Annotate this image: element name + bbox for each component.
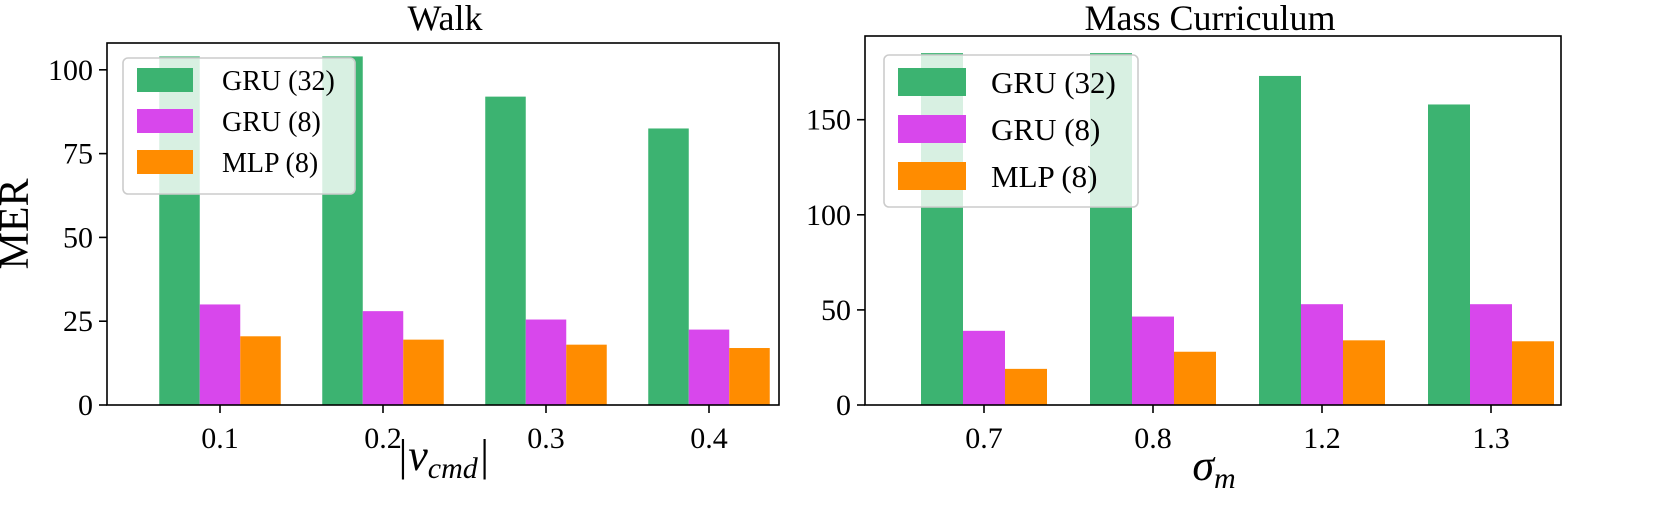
legend-swatch	[137, 68, 193, 92]
plot-frame	[106, 42, 780, 406]
legend-swatch	[898, 115, 966, 143]
legend-swatch	[898, 68, 966, 96]
x-tick-label: 0.3	[527, 422, 565, 455]
bar-mlp-8-0.2	[403, 339, 444, 405]
y-axis-label: MER	[0, 178, 38, 269]
legend-swatch	[898, 162, 966, 190]
bar-gru-32-1.3	[1428, 104, 1470, 405]
x-axis-label-suffix: |	[478, 431, 490, 480]
x-axis-label-subscript: cmd	[428, 452, 479, 485]
bar-gru-8-0.2	[362, 311, 404, 405]
y-tick-label: 100	[806, 199, 851, 232]
x-axis-label-main: |v	[396, 431, 428, 480]
bar-mlp-8-1.2	[1343, 340, 1385, 405]
chart-title: Mass Curriculum	[1085, 0, 1336, 38]
bars-layer	[921, 53, 1554, 405]
y-tick-label: 0	[78, 389, 93, 422]
bar-mlp-8-0.3	[566, 344, 607, 405]
bar-mlp-8-0.7	[1005, 368, 1047, 405]
plot-frame	[864, 35, 1562, 406]
x-tick-label: 0.2	[364, 422, 402, 455]
legend-swatch	[137, 150, 193, 174]
bar-gru-8-0.7	[963, 330, 1005, 405]
y-tick-label: 150	[806, 104, 851, 137]
x-tick-label: 1.2	[1303, 422, 1341, 455]
legend: GRU (32) GRU (8) MLP (8)	[122, 57, 356, 195]
bar-gru-8-0.1	[199, 304, 241, 405]
bar-gru-32-0.3	[485, 96, 526, 405]
bar-gru-32-1.2	[1259, 75, 1301, 405]
x-tick-label: 0.4	[690, 422, 728, 455]
bar-gru-32-0.4	[648, 128, 689, 405]
y-tick-label: 100	[48, 54, 93, 87]
bar-mlp-8-1.3	[1512, 341, 1554, 405]
x-tick-label: 1.3	[1472, 422, 1510, 455]
legend-label: MLP (8)	[222, 148, 318, 179]
bar-gru-8-0.3	[525, 319, 567, 405]
x-tick-label: 0.8	[1134, 422, 1172, 455]
x-axis-label: σm	[1192, 441, 1235, 495]
x-axis-label: |vcmd|	[396, 431, 490, 485]
bar-mlp-8-0.1	[240, 336, 281, 405]
bar-mlp-8-0.8	[1174, 351, 1216, 405]
y-tick-label: 25	[63, 305, 93, 338]
legend-label: GRU (8)	[222, 107, 321, 138]
bar-mlp-8-0.4	[729, 348, 770, 405]
y-tick-label: 0	[836, 389, 851, 422]
x-ticks: 0.1 0.2 0.3 0.4	[201, 405, 728, 455]
y-ticks: 0 50 100 150	[806, 104, 865, 422]
bar-gru-8-0.4	[688, 329, 730, 405]
mass-curriculum-chart: Mass Curriculum 0 50 100 150 0.7 0.8 1.2 1.3 σ…	[806, 0, 1562, 495]
y-tick-label: 75	[63, 138, 93, 171]
x-axis-label-main: σ	[1192, 441, 1216, 490]
y-tick-label: 50	[821, 294, 851, 327]
legend-label: GRU (32)	[222, 66, 335, 97]
x-tick-label: 0.1	[201, 422, 239, 455]
bar-gru-8-1.2	[1301, 304, 1343, 405]
y-tick-label: 50	[63, 221, 93, 254]
bar-gru-8-1.3	[1470, 304, 1512, 405]
y-ticks: 0 25 50 75 100	[48, 54, 107, 422]
legend-label: GRU (32)	[991, 65, 1116, 100]
x-axis-label-subscript: m	[1214, 462, 1236, 495]
legend-swatch	[137, 109, 193, 133]
legend: GRU (32) GRU (8) MLP (8)	[883, 54, 1139, 208]
chart-title: Walk	[407, 0, 482, 38]
x-tick-label: 0.7	[965, 422, 1003, 455]
legend-label: GRU (8)	[991, 112, 1100, 147]
x-ticks: 0.7 0.8 1.2 1.3	[965, 405, 1510, 455]
legend-label: MLP (8)	[991, 159, 1098, 194]
bar-gru-8-0.8	[1132, 316, 1174, 405]
